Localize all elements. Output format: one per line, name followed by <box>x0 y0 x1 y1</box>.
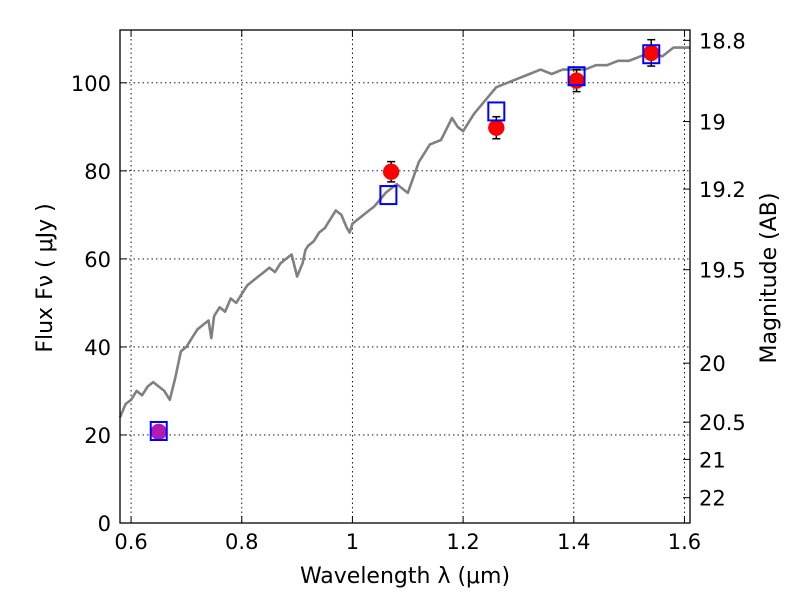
grid <box>120 30 690 524</box>
x-tick-label: 1.2 <box>446 530 479 554</box>
magnitude-tick-label: 18.8 <box>699 29 746 53</box>
y-tick-label: 40 <box>84 336 111 360</box>
model-square <box>379 185 398 206</box>
model-square <box>567 66 586 87</box>
x-tick-label: 0.6 <box>114 530 147 554</box>
observed-point <box>643 44 660 62</box>
y2-axis-label: Magnitude (AB) <box>757 193 782 364</box>
magnitude-tick-label: 19.5 <box>699 259 746 283</box>
y-tick-label: 100 <box>71 72 111 96</box>
observed-point <box>568 72 585 89</box>
x-axis-label: Wavelength λ (μm) <box>300 564 510 589</box>
y-tick-label: 60 <box>84 248 111 272</box>
observed-point <box>150 423 167 441</box>
model-square <box>642 44 661 65</box>
magnitude-tick-label: 22 <box>699 487 726 511</box>
x-axis: 0.6 0.8 1 1.2 1.4 1.6 <box>114 30 701 554</box>
sed-model-curve <box>118 46 690 418</box>
observed-point <box>488 119 505 136</box>
magnitude-tick-label: 21 <box>699 448 726 472</box>
magnitude-tick-label: 20.5 <box>699 411 746 435</box>
x-tick-label: 1.4 <box>557 530 590 554</box>
y-tick-label: 0 <box>98 512 111 536</box>
y-axis: 0 20 40 60 80 100 <box>71 72 127 536</box>
magnitude-axis: 18.8 19 19.2 19.5 20 20.5 21 22 <box>683 29 746 511</box>
magnitude-tick-label: 20 <box>699 352 726 376</box>
magnitude-tick-label: 19.2 <box>699 178 746 202</box>
observed-point <box>382 163 400 180</box>
sed-model-line <box>118 46 690 418</box>
y-tick-label: 80 <box>84 160 111 184</box>
plot-frame <box>119 29 691 524</box>
magnitude-tick-label: 19 <box>699 111 726 135</box>
model-square <box>487 101 506 122</box>
y-axis-label: Flux Fν ( μJy ) <box>33 203 58 352</box>
x-tick-label: 1 <box>346 530 359 554</box>
data-points <box>149 38 661 442</box>
x-tick-label: 1.6 <box>668 530 701 554</box>
x-tick-label: 0.8 <box>225 530 258 554</box>
y-tick-label: 20 <box>84 424 111 448</box>
model-square <box>149 421 168 442</box>
